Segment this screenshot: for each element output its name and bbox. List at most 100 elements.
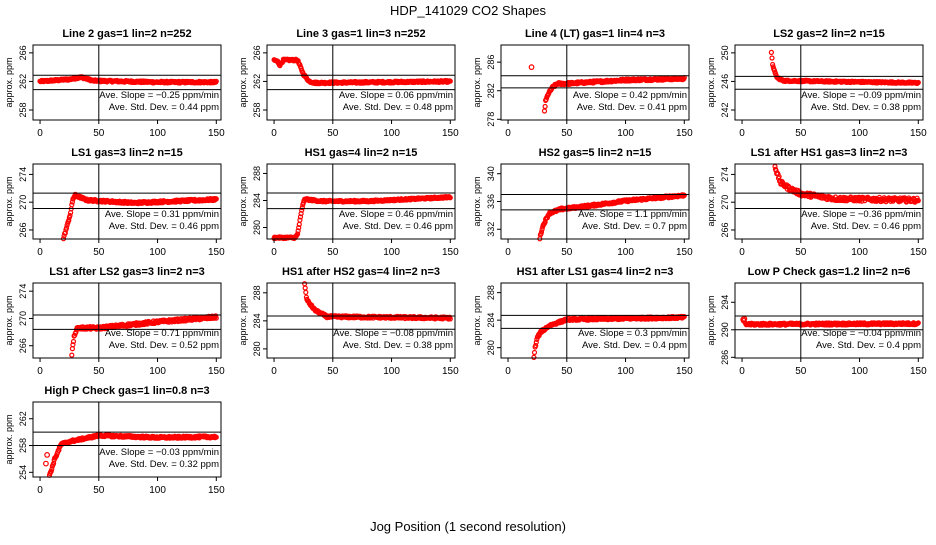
data-point [69,202,75,208]
panel: HS1 after HS2 gas=4 lin=2 n=3 approx. ppm… [238,266,459,377]
y-axis-label: approx. ppm [706,176,716,226]
x-tick-label: 0 [271,247,277,258]
data-point [63,225,70,231]
x-tick-label: 0 [505,366,511,377]
data-point [297,217,303,223]
plot-frame [734,282,924,359]
panel-title: HS1 after LS1 gas=4 lin=2 n=3 [517,266,674,278]
panel: LS1 after HS1 gas=3 lin=2 n=3 approx. ppm… [706,147,927,258]
slope-annotation: Ave. Slope = 0.71 ppm/min [105,328,219,339]
x-tick-label: 0 [739,128,745,139]
y-tick-label: 288 [486,285,496,300]
y-tick-label: 266 [18,338,28,353]
x-tick-label: 100 [383,247,400,258]
x-tick-label: 0 [37,366,43,377]
x-tick-label: 150 [442,128,459,139]
x-tick-label: 150 [208,247,225,258]
plot-frame [734,163,924,240]
y-tick-label: 284 [252,313,262,328]
x-tick-label: 150 [208,128,225,139]
panel-title: Low P Check gas=1.2 lin=2 n=6 [748,266,911,278]
panel: Line 3 gas=1 lin=3 n=252 approx. ppm 0 50 10… [238,28,459,139]
panel-title: LS1 gas=3 lin=2 n=15 [71,147,183,159]
y-tick-label: 246 [720,74,730,89]
y-tick-label: 280 [252,220,262,235]
slope-annotation: Ave. Slope = −0.08 ppm/min [333,328,453,339]
x-tick-label: 100 [851,128,868,139]
data-point [447,78,453,84]
chart-title: HDP_141029 CO2 Shapes [390,3,547,18]
y-tick-label: 336 [486,194,496,209]
data-point [69,352,75,358]
data-point [533,342,539,349]
x-tick-label: 100 [617,247,634,258]
y-tick-label: 284 [486,313,496,328]
data-point [213,315,219,321]
std-dev-annotation: Ave. Std. Dev. = 0.7 ppm [582,221,687,232]
x-tick-label: 100 [617,366,634,377]
y-axis-label: approx. ppm [472,57,482,107]
panel: LS2 gas=2 lin=2 n=15 approx. ppm 0 50 100 150… [706,28,927,139]
y-tick-label: 280 [486,340,496,355]
panel: LS1 after LS2 gas=3 lin=2 n=3 approx. ppm… [4,266,225,377]
x-axis-label: Jog Position (1 second resolution) [370,519,566,534]
y-axis-label: approx. ppm [4,57,14,107]
x-tick-label: 50 [327,128,339,139]
x-tick-label: 50 [93,485,105,496]
y-tick-label: 262 [18,74,28,89]
y-tick-label: 290 [720,322,730,337]
data-point [295,231,301,237]
panel: LS1 gas=3 lin=2 n=15 approx. ppm 0 50 100 150… [4,147,225,258]
data-point [681,192,687,198]
panel-title: HS1 gas=4 lin=2 n=15 [305,147,418,159]
y-tick-label: 266 [720,222,730,237]
y-tick-label: 286 [486,55,496,70]
std-dev-annotation: Ave. Std. Dev. = 0.4 ppm [816,340,921,351]
data-point [213,313,219,319]
x-tick-label: 50 [795,128,807,139]
x-tick-label: 150 [910,366,927,377]
x-tick-label: 100 [149,247,166,258]
std-dev-annotation: Ave. Std. Dev. = 0.38 ppm [343,340,453,351]
panel-title: Line 3 gas=1 lin=3 n=252 [296,28,425,40]
x-tick-label: 50 [795,366,807,377]
plot-frame [500,44,690,121]
plot-frame [266,44,456,121]
data-point [62,230,68,236]
y-tick-label: 262 [18,411,28,426]
x-tick-label: 50 [561,366,573,377]
x-tick-label: 0 [739,366,745,377]
data-point [44,452,50,458]
slope-annotation: Ave. Slope = 0.31 ppm/min [105,209,219,220]
data-point [915,198,921,204]
plot-frame [32,44,222,121]
data-point [531,349,538,356]
y-tick-label: 254 [18,465,28,480]
data-point [681,314,687,320]
panel-title: Line 4 (LT) gas=1 lin=4 n=3 [525,28,665,40]
y-tick-label: 250 [720,45,730,60]
x-tick-label: 100 [851,366,868,377]
data-point [447,316,453,322]
slope-annotation: Ave. Slope = 0.42 ppm/min [573,90,687,101]
x-tick-label: 100 [851,247,868,258]
x-tick-label: 0 [271,128,277,139]
x-tick-label: 150 [676,247,693,258]
slope-annotation: Ave. Slope = 0.3 ppm/min [578,328,687,339]
x-tick-label: 0 [505,247,511,258]
x-tick-label: 150 [442,366,459,377]
slope-annotation: Ave. Slope = 1.1 ppm/min [578,209,687,220]
slope-annotation: Ave. Slope = −0.04 ppm/min [801,328,921,339]
y-tick-label: 266 [18,222,28,237]
y-tick-label: 242 [720,102,730,117]
x-tick-label: 50 [795,247,807,258]
y-axis-label: approx. ppm [238,176,248,226]
data-point [213,434,219,440]
std-dev-annotation: Ave. Std. Dev. = 0.41 ppm [577,102,687,113]
data-point [299,205,305,211]
std-dev-annotation: Ave. Std. Dev. = 0.44 ppm [109,102,219,113]
y-axis-label: approx. ppm [706,295,716,345]
std-dev-annotation: Ave. Std. Dev. = 0.46 ppm [811,221,921,232]
x-tick-label: 50 [93,128,105,139]
x-tick-label: 150 [676,128,693,139]
